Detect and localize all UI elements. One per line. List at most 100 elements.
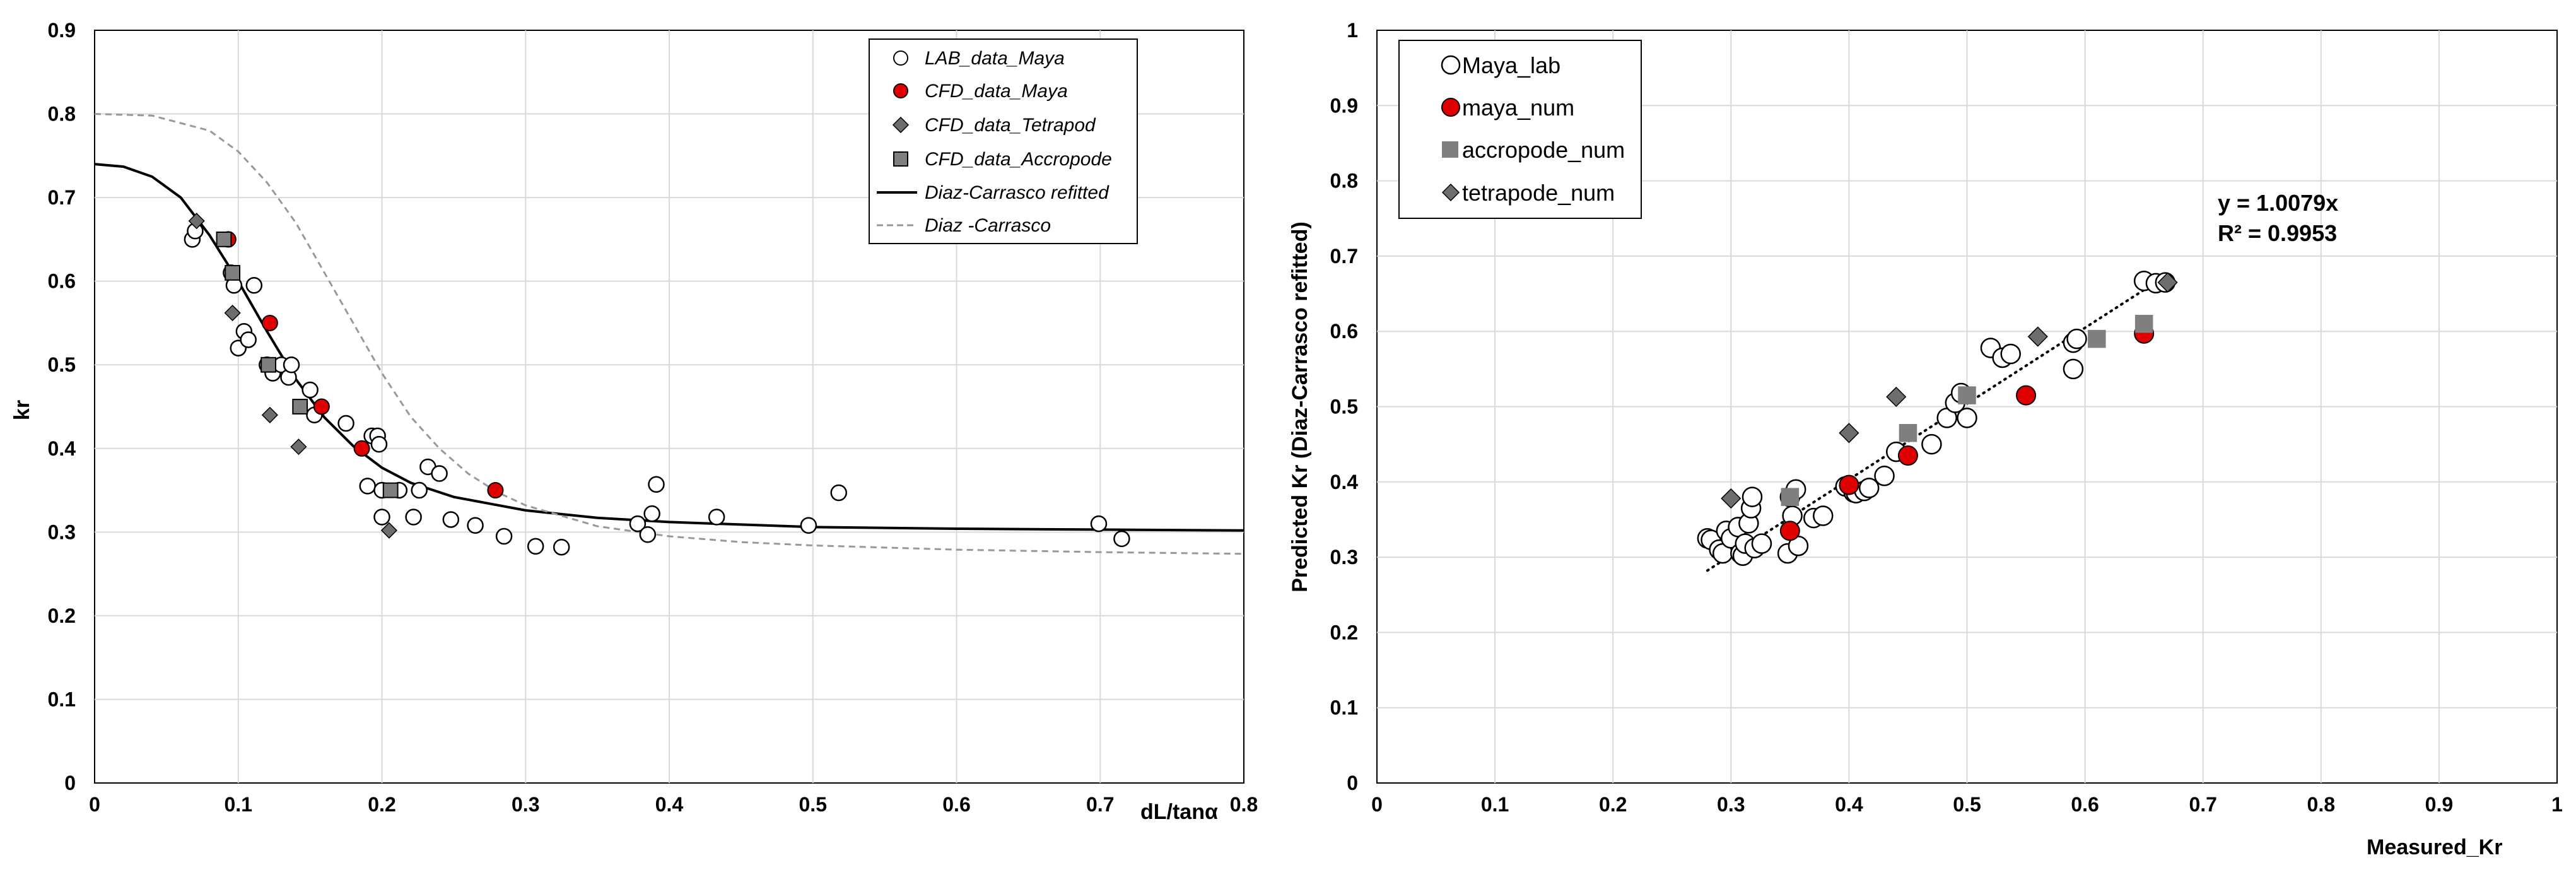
point-cfd-data-maya: [313, 398, 330, 415]
y-tick-label: 0.7: [48, 186, 76, 209]
point-lab-data-maya: [495, 527, 513, 545]
legend-item-maya-num: maya_num: [1441, 95, 1574, 121]
y-tick-label: 0: [64, 772, 76, 794]
point-maya-lab: [1921, 433, 1942, 455]
point-cfd-data-accropode: [292, 399, 308, 415]
y-tick-label: 0.8: [48, 103, 76, 126]
x-tick-label: 0.5: [1953, 793, 1981, 816]
point-lab-data-maya: [442, 511, 460, 528]
y-tick-label: 0.9: [48, 19, 76, 42]
legend-item-accropode-num: accropode_num: [1442, 137, 1625, 163]
point-maya-num: [1897, 445, 1918, 466]
x-tick-label: 0: [1371, 793, 1383, 816]
point-cfd-data-tetrapod: [188, 213, 205, 230]
kr-vs-dl-tan-chart: 0 0.1 0.2 0.3 0.4 0.5 0.6 0.7 0.8 00.10.20.30.40…: [10, 19, 1258, 824]
y-tick-label: 0.9: [1330, 94, 1358, 117]
x-tick-label: 0.7: [1086, 793, 1114, 816]
left-curves: [94, 113, 1244, 555]
point-cfd-data-accropode: [225, 265, 241, 281]
right-x-axis-title: Measured_Kr: [2367, 835, 2502, 859]
point-maya-lab: [1858, 478, 1880, 498]
x-tick-label: 0.4: [655, 793, 684, 816]
curve-diaz-carrasco-refitted: [94, 163, 1244, 532]
point-lab-data-maya: [708, 509, 725, 526]
legend-item-cfd-data-tetrapod: CFD_data_Tetrapod: [892, 115, 1096, 136]
legend-item-diaz-carrasco-refitted: Diaz-Carrasco refitted: [877, 182, 1109, 203]
x-tick-label: 0.6: [942, 793, 970, 816]
point-lab-data-maya: [527, 538, 544, 555]
point-lab-data-maya: [373, 509, 390, 526]
point-cfd-data-maya: [487, 482, 504, 499]
legend-item-lab-data-maya: LAB_data_Maya: [893, 48, 1065, 69]
left-legend-box: [869, 38, 1138, 244]
legend-marker-open-circle: [1441, 55, 1461, 75]
point-cfd-data-tetrapod: [224, 304, 241, 322]
x-tick-label: 0.2: [368, 793, 395, 816]
point-lab-data-maya: [830, 484, 847, 502]
point-lab-data-maya: [431, 465, 448, 482]
x-tick-label: 0.6: [2071, 793, 2099, 816]
point-lab-data-maya: [240, 331, 257, 348]
point-tetrapode-num: [1839, 423, 1859, 444]
legend-label: LAB_data_Maya: [925, 48, 1065, 69]
legend-item-maya-lab: Maya_lab: [1441, 52, 1560, 78]
right-y-axis-title: Predicted Kr (Diaz-Carrasco refitted): [1288, 221, 1312, 592]
legend-item-diaz-carrasco: Diaz -Carrasco: [877, 215, 1051, 236]
point-maya-num: [1839, 474, 1859, 495]
legend-marker-square: [1442, 141, 1458, 158]
x-tick-label: 1: [2551, 793, 2563, 816]
legend-label: tetrapode_num: [1462, 180, 1615, 206]
point-cfd-data-tetrapod: [380, 522, 397, 539]
point-maya-lab: [1874, 466, 1895, 486]
legend-marker-diamond: [892, 116, 910, 134]
y-tick-label: 0.5: [1330, 396, 1358, 418]
x-tick-label: 0.9: [2425, 793, 2453, 816]
y-tick-label: 0.2: [1330, 621, 1358, 644]
legend-label: CFD_data_Maya: [925, 81, 1068, 102]
point-maya-lab: [1751, 533, 1772, 554]
legend-label: accropode_num: [1462, 137, 1625, 163]
point-lab-data-maya: [337, 415, 354, 432]
equation-label: y = 1.0079x: [2218, 190, 2338, 216]
legend-marker-red-circle: [893, 83, 908, 98]
point-tetrapode-num: [1721, 488, 1742, 509]
x-tick-label: 0.3: [512, 793, 539, 816]
point-cfd-data-accropode: [261, 356, 276, 373]
point-lab-data-maya: [245, 277, 263, 294]
legend-marker-red-circle: [1441, 98, 1460, 117]
legend-label: maya_num: [1462, 95, 1574, 121]
point-accropode-num: [1899, 424, 1917, 442]
point-accropode-num: [1958, 386, 1976, 404]
legend-label: Diaz-Carrasco refitted: [925, 182, 1109, 203]
x-tick-label: 0.7: [2189, 793, 2216, 816]
point-tetrapode-num: [1886, 386, 1907, 408]
x-tick-label: 0.5: [799, 793, 827, 816]
legend-marker-diamond: [1441, 183, 1460, 202]
point-cfd-data-tetrapod: [290, 438, 307, 456]
point-lab-data-maya: [283, 356, 300, 374]
point-maya-lab: [2000, 343, 2021, 365]
right-legend-box: [1398, 40, 1642, 219]
y-tick-label: 0.4: [48, 437, 76, 460]
left-y-ticks: 0 0.1 0.2 0.3 0.4 0.5 0.6 0.7 0.8 0.9: [48, 19, 76, 794]
x-tick-label: 0.2: [1599, 793, 1627, 816]
point-maya-lab: [1812, 505, 1834, 526]
y-tick-label: 1: [1347, 19, 1358, 42]
left-legend: LAB_data_Maya CFD_data_Maya CFD_data_Tet…: [869, 38, 1138, 244]
point-lab-data-maya: [648, 476, 665, 493]
point-cfd-data-maya: [261, 314, 278, 331]
point-maya-num: [2016, 385, 2037, 406]
point-lab-data-maya: [411, 481, 428, 499]
point-lab-data-maya: [1113, 530, 1130, 548]
legend-item-tetrapode-num: tetrapode_num: [1441, 180, 1615, 206]
x-tick-label: 0.8: [1230, 793, 1258, 816]
y-tick-label: 0: [1347, 772, 1358, 794]
point-cfd-data-tetrapod: [261, 406, 278, 423]
point-cfd-data-accropode: [216, 231, 232, 247]
y-tick-label: 0.5: [48, 353, 76, 376]
legend-label: CFD_data_Accropode: [925, 149, 1112, 170]
y-tick-label: 0.2: [48, 604, 76, 627]
point-accropode-num: [2134, 315, 2153, 333]
point-maya-lab: [1957, 408, 1977, 428]
point-maya-lab: [1742, 486, 1763, 507]
